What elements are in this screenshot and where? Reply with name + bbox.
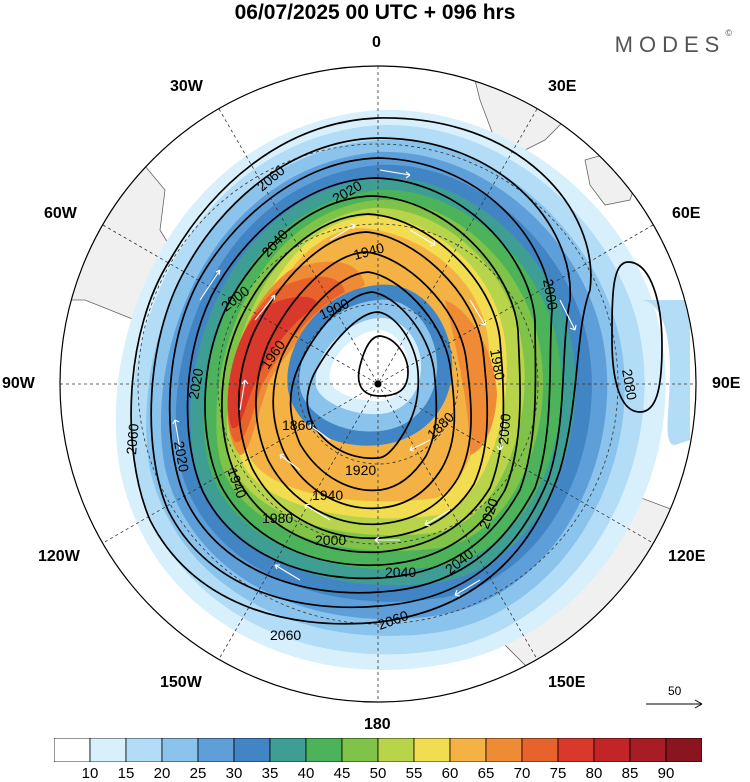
colorbar-swatch <box>341 738 379 762</box>
colorbar-tick-label: 75 <box>549 765 567 782</box>
contour-label: 2020 <box>171 440 192 474</box>
contour-label: 1860 <box>282 417 313 433</box>
colorbar-tick-label: 80 <box>585 765 603 782</box>
colorbar-tick-label: 60 <box>441 765 459 782</box>
colorbar-tick-label: 10 <box>81 765 99 782</box>
colorbar-swatch <box>89 738 127 762</box>
contour-label: 1980 <box>262 510 293 526</box>
contour-label: 2000 <box>495 413 514 446</box>
colorbar-tick-label: 25 <box>189 765 207 782</box>
colorbar-swatch <box>233 738 271 762</box>
colorbar-tick-label: 50 <box>369 765 387 782</box>
colorbar-tick-label: 85 <box>621 765 639 782</box>
colorbar-swatch <box>305 738 343 762</box>
contour-label: 2000 <box>540 278 561 312</box>
lon-label-30e: 30E <box>548 78 577 95</box>
polar-map: 2060 2060 2060 2060 2040 2040 2040 2020 … <box>59 65 697 703</box>
colorbar-tick-label: 20 <box>153 765 171 782</box>
colorbar-swatch <box>197 738 235 762</box>
reference-vector-arrow <box>646 699 703 709</box>
colorbar-tick-label: 55 <box>405 765 423 782</box>
colorbar-labels: 10 15 20 25 30 35 40 45 50 55 60 65 70 75 80 85 90 <box>0 765 750 782</box>
colorbar-tick-label: 40 <box>297 765 315 782</box>
map-boundary <box>59 65 697 703</box>
wind-vectors <box>172 169 577 597</box>
lon-label-30w: 30W <box>170 78 203 95</box>
copyright-mark: © <box>725 28 732 38</box>
colorbar-tick-label: 90 <box>657 765 675 782</box>
colorbar-swatch <box>449 738 487 762</box>
map-disk: 2060 2060 2060 2060 2040 2040 2040 2020 … <box>60 66 696 702</box>
colorbar-tick-label: 15 <box>117 765 135 782</box>
colorbar-swatch <box>125 738 163 762</box>
colorbar-swatch <box>665 738 702 762</box>
lon-label-90w: 90W <box>2 375 35 392</box>
colorbar-swatch <box>413 738 451 762</box>
contour-label: 1940 <box>352 239 386 263</box>
lon-label-180: 180 <box>364 716 391 733</box>
colorbar-tick-label: 30 <box>225 765 243 782</box>
lon-label-150e: 150E <box>548 674 586 691</box>
colorbar-swatch <box>161 738 199 762</box>
contour-label: 2060 <box>123 423 142 456</box>
lon-label-90e: 90E <box>712 375 741 392</box>
colorbar-swatch <box>557 738 595 762</box>
brand-text: MODES <box>614 32 726 57</box>
lon-label-60e: 60E <box>672 205 701 222</box>
colorbar-swatch <box>521 738 559 762</box>
modes-logo: MODES© <box>614 28 732 58</box>
lon-label-150w: 150W <box>160 674 202 691</box>
contour-label: 2060 <box>270 627 301 643</box>
colorbar-tick-label: 70 <box>513 765 531 782</box>
height-contours <box>130 117 663 625</box>
contour-label: 2020 <box>185 367 206 401</box>
colorbar-swatch <box>269 738 307 762</box>
reference-vector-label: 50 <box>668 684 682 698</box>
contour-label: 2080 <box>619 368 640 402</box>
colorbar-tick-label: 45 <box>333 765 351 782</box>
contour-label: 2000 <box>315 532 346 548</box>
colorbar-tick-label: 35 <box>261 765 279 782</box>
colorbar-swatch <box>485 738 523 762</box>
colorbar-tick-label: 65 <box>477 765 495 782</box>
lon-label-0: 0 <box>372 34 381 51</box>
map-title: 06/07/2025 00 UTC + 096 hrs <box>234 1 516 24</box>
colorbar <box>54 738 702 762</box>
colorbar-swatch <box>593 738 631 762</box>
lon-label-120e: 120E <box>668 548 706 565</box>
colorbar-swatch <box>629 738 667 762</box>
contour-label: 1980 <box>487 348 508 382</box>
colorbar-swatch <box>54 738 91 762</box>
lon-label-60w: 60W <box>44 205 77 222</box>
pole-marker <box>374 380 382 388</box>
lon-label-120w: 120W <box>38 548 80 565</box>
contour-label: 1940 <box>312 487 343 503</box>
contour-label: 1920 <box>345 462 376 478</box>
colorbar-swatch <box>377 738 415 762</box>
contour-label: 2040 <box>385 564 416 580</box>
